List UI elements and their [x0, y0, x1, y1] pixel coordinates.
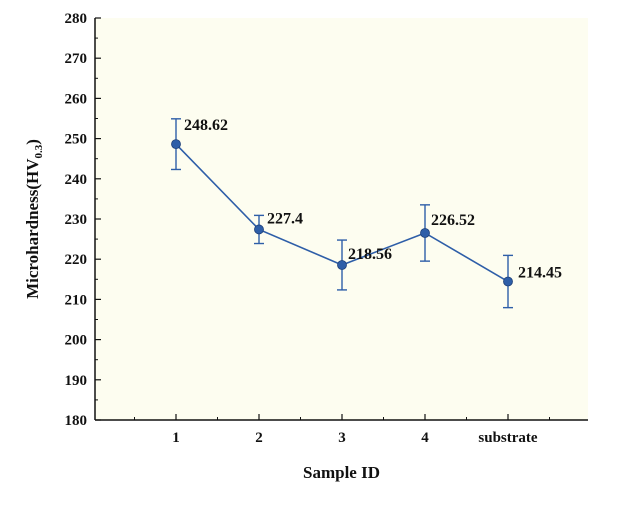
axis-ticks: 180 190 200 210 220 230 240 250 260 270 280 1 2 3 4 sub…	[65, 11, 588, 446]
y-tick-label: 260	[65, 91, 88, 107]
x-tick-label: 3	[338, 430, 346, 446]
x-tick-label: substrate	[478, 430, 538, 446]
x-tick-label: 2	[255, 430, 263, 446]
data-point	[503, 276, 513, 287]
y-tick-label: 270	[65, 51, 88, 67]
y-tick-label: 230	[65, 212, 88, 228]
y-tick-label: 250	[65, 132, 88, 148]
y-tick-label: 210	[65, 292, 88, 308]
y-tick-label: 240	[65, 172, 88, 188]
y-axis-title: Microhardness(HV0.3)	[23, 139, 45, 299]
data-label: 226.52	[431, 212, 475, 229]
y-axis-title-main: Microhardness(HV	[23, 158, 42, 299]
data-label: 248.62	[184, 117, 228, 134]
y-tick-label: 280	[65, 11, 88, 27]
data-label: 214.45	[518, 265, 562, 282]
data-point	[171, 139, 181, 150]
x-tick-label: 4	[421, 430, 429, 446]
data-point	[337, 260, 347, 270]
y-axis-title-subscript: 0.3	[33, 144, 45, 158]
data-point	[254, 224, 264, 235]
x-tick-label: 1	[172, 430, 180, 446]
y-tick-label: 200	[65, 333, 88, 349]
y-axis-title-suffix: )	[23, 139, 42, 145]
x-axis-title: Sample ID	[303, 463, 380, 482]
y-tick-label: 220	[65, 252, 88, 268]
series-layer	[171, 118, 513, 309]
data-point	[420, 228, 430, 238]
plot-area	[95, 18, 588, 420]
data-label: 227.4	[267, 210, 303, 227]
y-tick-label: 180	[65, 413, 88, 429]
data-labels: 248.62 227.4 218.56 226.52 214.45	[184, 117, 562, 281]
y-tick-label: 190	[65, 373, 88, 389]
data-label: 218.56	[348, 246, 392, 263]
